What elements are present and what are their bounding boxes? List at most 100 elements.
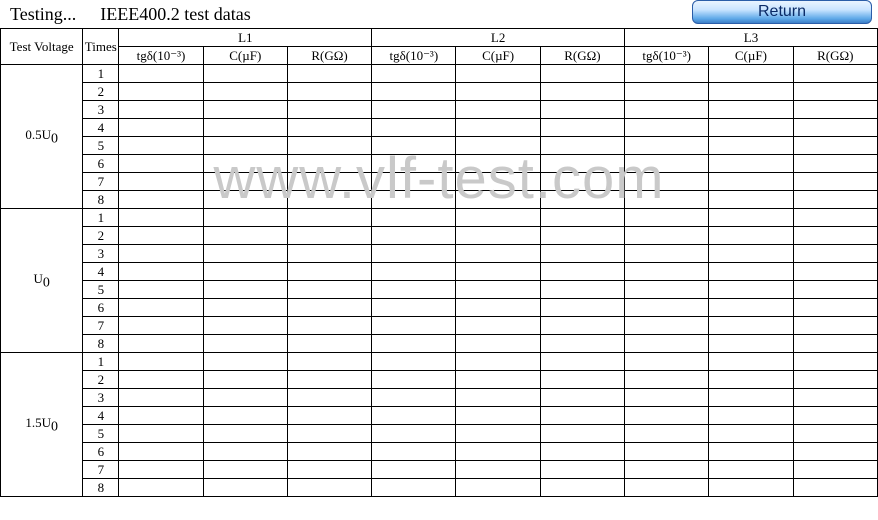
- data-cell: [793, 209, 877, 227]
- table-header: Test Voltage Times L1 L2 L3 tgδ(10⁻³) C(…: [1, 29, 878, 65]
- data-cell: [203, 83, 287, 101]
- data-cell: [287, 245, 371, 263]
- data-cell: [372, 299, 456, 317]
- table-row: 5: [1, 425, 878, 443]
- data-cell: [793, 101, 877, 119]
- data-cell: [709, 137, 793, 155]
- times-cell: 6: [83, 155, 119, 173]
- data-cell: [709, 299, 793, 317]
- data-cell: [203, 407, 287, 425]
- data-cell: [372, 479, 456, 497]
- data-cell: [793, 389, 877, 407]
- data-cell: [287, 353, 371, 371]
- data-cell: [119, 191, 203, 209]
- times-cell: 4: [83, 407, 119, 425]
- times-cell: 3: [83, 101, 119, 119]
- data-cell: [540, 443, 624, 461]
- data-cell: [625, 119, 709, 137]
- data-cell: [625, 479, 709, 497]
- times-cell: 1: [83, 65, 119, 83]
- data-cell: [119, 299, 203, 317]
- data-cell: [540, 227, 624, 245]
- table-row: 3: [1, 245, 878, 263]
- data-cell: [119, 65, 203, 83]
- data-cell: [709, 173, 793, 191]
- data-cell: [709, 353, 793, 371]
- times-cell: 5: [83, 137, 119, 155]
- table-row: 0.5U01: [1, 65, 878, 83]
- data-cell: [203, 191, 287, 209]
- data-cell: [119, 407, 203, 425]
- data-cell: [709, 263, 793, 281]
- subcol-l1-r: R(GΩ): [287, 47, 371, 65]
- data-cell: [203, 65, 287, 83]
- data-cell: [709, 317, 793, 335]
- status-text: Testing...: [10, 4, 76, 25]
- data-cell: [793, 245, 877, 263]
- data-cell: [119, 119, 203, 137]
- data-cell: [456, 83, 540, 101]
- data-cell: [287, 281, 371, 299]
- data-table: Test Voltage Times L1 L2 L3 tgδ(10⁻³) C(…: [0, 28, 878, 497]
- data-cell: [625, 227, 709, 245]
- col-voltage-header: Test Voltage: [1, 29, 83, 65]
- data-cell: [540, 389, 624, 407]
- times-cell: 2: [83, 371, 119, 389]
- data-cell: [709, 407, 793, 425]
- table-row: 2: [1, 83, 878, 101]
- data-cell: [287, 425, 371, 443]
- data-cell: [287, 227, 371, 245]
- data-cell: [372, 461, 456, 479]
- data-cell: [793, 227, 877, 245]
- data-cell: [456, 209, 540, 227]
- data-cell: [793, 425, 877, 443]
- data-cell: [625, 353, 709, 371]
- table-row: 3: [1, 389, 878, 407]
- times-cell: 7: [83, 173, 119, 191]
- data-cell: [540, 155, 624, 173]
- data-cell: [287, 101, 371, 119]
- times-cell: 3: [83, 245, 119, 263]
- data-cell: [540, 209, 624, 227]
- data-cell: [625, 101, 709, 119]
- data-cell: [456, 299, 540, 317]
- times-cell: 3: [83, 389, 119, 407]
- data-cell: [203, 371, 287, 389]
- data-cell: [456, 281, 540, 299]
- data-cell: [709, 191, 793, 209]
- table-row: 2: [1, 227, 878, 245]
- data-cell: [709, 101, 793, 119]
- data-cell: [793, 299, 877, 317]
- subcol-l3-tg: tgδ(10⁻³): [625, 47, 709, 65]
- data-cell: [372, 263, 456, 281]
- data-cell: [540, 191, 624, 209]
- data-cell: [540, 317, 624, 335]
- voltage-group-label: 1.5U0: [1, 353, 83, 497]
- data-cell: [625, 83, 709, 101]
- subcol-l1-tg: tgδ(10⁻³): [119, 47, 203, 65]
- data-cell: [709, 281, 793, 299]
- table-row: 1.5U01: [1, 353, 878, 371]
- times-cell: 1: [83, 209, 119, 227]
- return-button[interactable]: Return: [692, 0, 872, 24]
- data-cell: [793, 119, 877, 137]
- data-cell: [793, 83, 877, 101]
- data-cell: [793, 335, 877, 353]
- data-cell: [540, 137, 624, 155]
- data-cell: [456, 227, 540, 245]
- phase-header-l3: L3: [625, 29, 878, 47]
- data-cell: [203, 443, 287, 461]
- data-cell: [540, 335, 624, 353]
- data-cell: [119, 425, 203, 443]
- data-cell: [203, 479, 287, 497]
- data-cell: [540, 83, 624, 101]
- table-body: 0.5U012345678U0123456781.5U012345678: [1, 65, 878, 497]
- data-cell: [625, 281, 709, 299]
- data-cell: [540, 461, 624, 479]
- table-row: 6: [1, 299, 878, 317]
- data-cell: [540, 263, 624, 281]
- data-cell: [456, 137, 540, 155]
- data-cell: [456, 317, 540, 335]
- data-cell: [203, 317, 287, 335]
- data-cell: [709, 461, 793, 479]
